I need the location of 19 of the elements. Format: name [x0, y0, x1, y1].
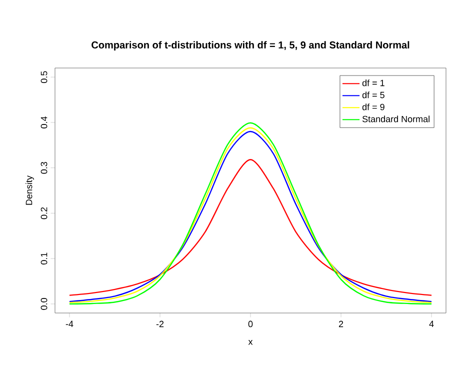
y-tick-label: 0.4 [40, 116, 48, 128]
y-tick-label: 0.3 [40, 162, 48, 174]
x-axis-title: x [248, 340, 253, 345]
y-axis-title: Density [26, 176, 34, 205]
legend-label: Standard Normal [362, 116, 430, 122]
legend-label: df = 5 [362, 92, 384, 98]
y-tick-label: 0.1 [40, 252, 48, 264]
legend-label: df = 1 [362, 80, 384, 86]
x-tick-label: -2 [156, 320, 164, 328]
x-tick-label: 4 [429, 320, 434, 327]
y-tick-label: 0.0 [40, 298, 48, 310]
x-tick-label: -4 [66, 320, 74, 327]
legend-label: df = 9 [362, 104, 384, 110]
x-tick-label: 2 [338, 320, 344, 328]
line-series [68, 159, 432, 296]
y-tick-label: 0.2 [40, 207, 48, 220]
x-tick-label: 0 [248, 320, 253, 328]
y-tick-label: 0.5 [40, 71, 48, 83]
chart-title: Comparison of t-distributions with df = 1, 5, 9 and Standard Normal [92, 41, 410, 50]
